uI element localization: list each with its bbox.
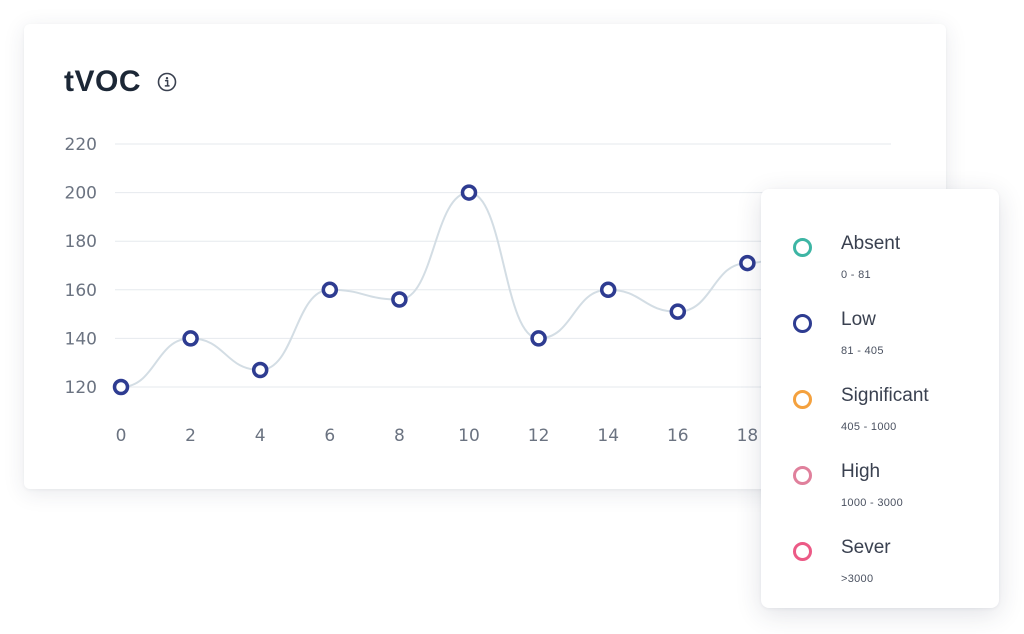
data-point[interactable] bbox=[460, 184, 478, 201]
y-tick-label: 200 bbox=[65, 184, 97, 204]
y-tick-label: 140 bbox=[65, 329, 97, 349]
x-tick-label: 16 bbox=[667, 426, 689, 446]
legend-marker-icon bbox=[793, 466, 812, 485]
legend-range: 81 - 405 bbox=[841, 345, 884, 357]
x-tick-label: 10 bbox=[458, 426, 480, 446]
data-point[interactable] bbox=[739, 254, 756, 272]
legend-label: Sever bbox=[841, 537, 891, 558]
y-tick-label: 180 bbox=[65, 232, 97, 252]
legend-marker-icon bbox=[793, 238, 812, 257]
data-point[interactable] bbox=[112, 378, 130, 396]
legend-item-low[interactable]: Low 81 - 405 bbox=[793, 309, 983, 369]
legend-marker-icon bbox=[793, 390, 812, 409]
legend-item-absent[interactable]: Absent 0 - 81 bbox=[793, 233, 983, 293]
data-point[interactable] bbox=[182, 330, 199, 347]
x-tick-label: 8 bbox=[394, 426, 405, 446]
legend-item-high[interactable]: High 1000 - 3000 bbox=[793, 461, 983, 521]
data-point[interactable] bbox=[669, 303, 687, 320]
data-point[interactable] bbox=[599, 281, 617, 299]
y-tick-label: 160 bbox=[65, 281, 97, 301]
data-point[interactable] bbox=[251, 361, 269, 379]
legend-marker-icon bbox=[793, 542, 812, 561]
legend-item-sever[interactable]: Sever >3000 bbox=[793, 537, 983, 597]
data-point[interactable] bbox=[391, 291, 408, 308]
x-tick-label: 18 bbox=[737, 426, 759, 446]
legend-label: Absent bbox=[841, 233, 901, 254]
y-tick-label: 220 bbox=[65, 135, 97, 155]
x-tick-label: 0 bbox=[116, 426, 127, 446]
x-tick-label: 6 bbox=[324, 426, 335, 446]
legend-label: Significant bbox=[841, 385, 929, 406]
legend-label: High bbox=[841, 461, 881, 482]
legend-label: Low bbox=[841, 309, 876, 330]
legend-range: 1000 - 3000 bbox=[841, 497, 904, 509]
title-row: tVOC bbox=[64, 62, 177, 102]
chart-title: tVOC bbox=[64, 65, 141, 98]
x-tick-label: 14 bbox=[597, 426, 619, 446]
legend-panel: Absent 0 - 81 Low 81 - 405 Significant 405 - … bbox=[761, 189, 999, 608]
x-tick-label: 12 bbox=[528, 426, 550, 446]
x-tick-label: 4 bbox=[255, 426, 266, 446]
legend-item-significant[interactable]: Significant 405 - 1000 bbox=[793, 385, 983, 445]
y-tick-label: 120 bbox=[65, 378, 97, 398]
info-icon[interactable] bbox=[157, 72, 177, 92]
data-point[interactable] bbox=[530, 330, 547, 347]
x-tick-label: 2 bbox=[185, 426, 196, 446]
legend-range: >3000 bbox=[841, 573, 874, 585]
data-point[interactable] bbox=[321, 281, 339, 299]
legend-marker-icon bbox=[793, 314, 812, 333]
legend-range: 0 - 81 bbox=[841, 269, 871, 281]
legend-range: 405 - 1000 bbox=[841, 421, 897, 433]
